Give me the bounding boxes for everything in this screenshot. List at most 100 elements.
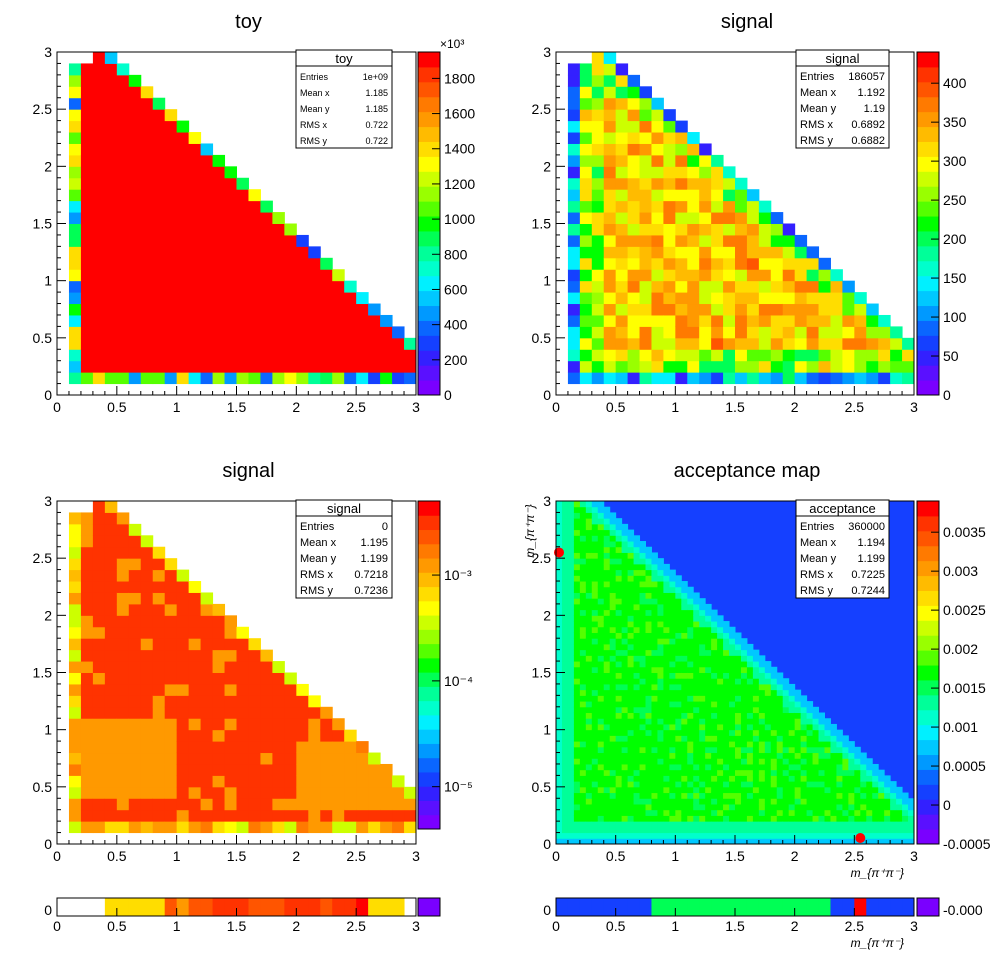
heatmap-cell: [675, 661, 682, 668]
heatmap-cell: [711, 838, 718, 845]
heatmap-cell: [639, 832, 646, 839]
heatmap-cell: [639, 86, 652, 99]
heatmap-cell: [794, 269, 808, 282]
heatmap-cell: [705, 769, 712, 776]
heatmap-cell: [729, 821, 736, 828]
heatmap-cell: [621, 569, 629, 576]
heatmap-cell: [717, 701, 724, 708]
heatmap-cell: [717, 718, 724, 725]
heatmap-cell: [681, 838, 688, 845]
heatmap-cell: [609, 832, 617, 839]
heatmap-cell: [260, 706, 273, 719]
colorbar-tick-label: 0: [943, 797, 951, 813]
heatmap-cell: [782, 706, 790, 714]
heatmap-cell: [80, 786, 94, 799]
heatmap-cell: [609, 512, 617, 519]
heatmap-cell: [128, 269, 142, 282]
heatmap-cell: [782, 712, 790, 719]
heatmap-cell: [687, 803, 694, 811]
heatmap-cell: [746, 798, 754, 805]
heatmap-cell: [116, 718, 130, 731]
heatmap-cell: [200, 695, 214, 708]
x-tick-label: 1.5: [227, 918, 247, 934]
heatmap-cell: [681, 598, 688, 605]
heatmap-cell: [284, 821, 297, 834]
heatmap-cell: [866, 775, 873, 782]
heatmap-cell: [380, 360, 393, 373]
heatmap-cell: [260, 200, 273, 213]
heatmap-cell: [176, 569, 190, 582]
heatmap-cell: [627, 678, 635, 685]
colorbar-frame: [916, 500, 940, 845]
heatmap-cell: [597, 541, 605, 548]
heatmap-cell: [687, 280, 700, 293]
heatmap-cell: [585, 809, 593, 816]
heatmap-cell: [723, 735, 730, 742]
heatmap-cell: [380, 809, 393, 822]
heatmap-cell: [639, 638, 646, 645]
heatmap-cell: [591, 826, 599, 834]
heatmap-cell: [344, 314, 357, 327]
heatmap-cell: [128, 821, 142, 834]
heatmap-cell: [651, 735, 658, 742]
heatmap-cell: [896, 803, 903, 811]
heatmap-cell: [812, 792, 820, 799]
colorbar-cell: [917, 380, 939, 396]
heatmap-cell: [908, 838, 915, 845]
heatmap-cell: [272, 269, 285, 282]
heatmap-cell: [164, 741, 178, 754]
x-tick-label: 1.5: [725, 848, 745, 864]
heatmap-cell: [896, 838, 903, 845]
heatmap-cell: [585, 746, 593, 754]
heatmap-cell: [176, 695, 190, 708]
heatmap-cell: [128, 280, 142, 293]
heatmap-cell: [248, 672, 261, 685]
heatmap-cell: [212, 292, 226, 305]
heatmap-cell: [573, 683, 581, 691]
heatmap-cell: [597, 769, 605, 776]
heatmap-cell: [597, 603, 605, 611]
heatmap-cell: [621, 638, 629, 645]
heatmap-cell: [621, 529, 629, 536]
heatmap-cell: [699, 257, 712, 270]
heatmap-cell: [752, 661, 760, 668]
heatmap-cell: [669, 655, 676, 662]
heatmap-cell: [669, 752, 676, 759]
heatmap-cell: [687, 638, 694, 645]
heatmap-cell: [567, 661, 575, 668]
heatmap-cell: [116, 143, 130, 156]
heatmap-cell: [806, 769, 814, 776]
heatmap-cell: [556, 786, 563, 794]
heatmap-cell: [212, 154, 226, 167]
heatmap-cell: [320, 752, 333, 765]
heatmap-cell: [770, 695, 778, 702]
heatmap-cell: [681, 683, 688, 691]
heatmap-cell: [164, 581, 178, 593]
heatmap-cell: [603, 689, 611, 696]
heatmap-cell: [806, 826, 814, 834]
heatmap-cell: [380, 349, 393, 362]
projection-cell: [392, 898, 405, 916]
heatmap-cell: [404, 360, 417, 373]
heatmap-cell: [591, 143, 605, 156]
heatmap-cell: [597, 809, 605, 816]
heatmap-cell: [758, 815, 766, 822]
heatmap-cell: [740, 661, 748, 668]
heatmap-cell: [740, 752, 748, 759]
heatmap-cell: [663, 609, 670, 616]
heatmap-cell: [152, 109, 166, 122]
heatmap-cell: [603, 735, 611, 742]
heatmap-cell: [236, 695, 249, 708]
heatmap-cell: [140, 546, 154, 559]
heatmap-cell: [758, 826, 766, 834]
heatmap-cell: [705, 815, 712, 822]
projection-cell: [579, 898, 593, 916]
heatmap-cell: [284, 303, 297, 316]
heatmap-cell: [627, 695, 635, 702]
heatmap-cell: [561, 649, 569, 656]
heatmap-cell: [735, 815, 742, 822]
heatmap-cell: [200, 775, 214, 788]
heatmap-cell: [380, 337, 393, 350]
heatmap-cell: [104, 581, 118, 593]
heatmap-cell: [830, 826, 837, 834]
